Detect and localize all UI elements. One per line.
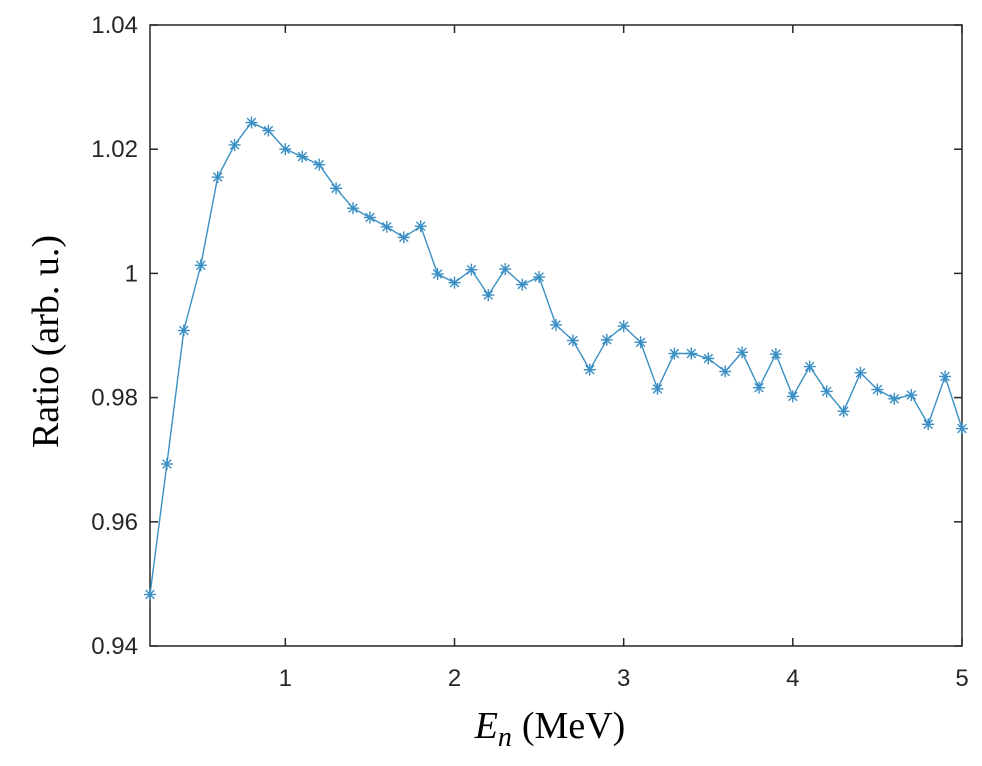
- y-tick-label: 0.94: [91, 633, 138, 660]
- data-point: [347, 202, 359, 215]
- x-axis-label-unit: (MeV): [522, 705, 625, 747]
- ticks-layer: 1 2 3 4 5 0.94 0.96 0.98 1 1.02 1.04: [91, 12, 968, 692]
- data-point: [533, 271, 546, 284]
- data-point: [397, 231, 410, 244]
- data-point: [262, 124, 275, 137]
- data-point: [245, 116, 258, 129]
- data-point: [363, 211, 376, 224]
- data-point: [482, 289, 495, 302]
- data-point: [296, 150, 309, 163]
- x-tick-label: 1: [279, 665, 292, 692]
- data-point: [854, 366, 867, 379]
- data-point: [465, 263, 478, 276]
- data-point: [939, 370, 952, 383]
- data-point: [499, 263, 512, 276]
- data-point: [837, 405, 850, 418]
- data-point: [194, 259, 207, 272]
- x-axis-label-subscript: n: [498, 722, 512, 753]
- y-tick-label: 1.02: [91, 136, 138, 163]
- data-point: [330, 182, 343, 195]
- data-point: [888, 392, 901, 405]
- data-point: [431, 268, 444, 280]
- data-point: [634, 336, 647, 349]
- y-tick-label: 0.96: [91, 509, 138, 536]
- data-point: [550, 318, 562, 331]
- data-point: [905, 389, 918, 402]
- data-point: [617, 320, 630, 333]
- x-axis-label: En (MeV): [474, 705, 626, 753]
- series-layer: [144, 116, 968, 601]
- data-point: [651, 382, 664, 395]
- data-point: [685, 347, 698, 360]
- plot-frame: [149, 24, 963, 647]
- data-point: [702, 352, 715, 365]
- data-point: [871, 383, 884, 396]
- data-point: [922, 418, 935, 431]
- x-tick-label: 5: [955, 665, 968, 692]
- data-point: [313, 158, 326, 171]
- y-tick-label: 0.98: [91, 385, 138, 412]
- x-tick-label: 4: [786, 665, 799, 692]
- data-point: [228, 138, 241, 151]
- data-point: [414, 220, 427, 233]
- x-tick-label: 2: [448, 665, 461, 692]
- data-point: [600, 333, 613, 346]
- data-point: [769, 348, 782, 361]
- data-point: [786, 390, 799, 403]
- data-point: [177, 324, 190, 337]
- data-point: [380, 220, 393, 233]
- data-point: [448, 276, 461, 289]
- y-tick-label: 1.04: [91, 12, 138, 39]
- data-point: [516, 278, 529, 291]
- plot-area: 1 2 3 4 5 0.94 0.96 0.98 1 1.02 1.04: [91, 12, 968, 692]
- series-line: [149, 121, 963, 595]
- x-tick-label: 3: [617, 665, 630, 692]
- data-point: [820, 385, 833, 398]
- y-axis-label: Ratio (arb. u.): [25, 235, 67, 448]
- x-axis-label-symbol: E: [474, 705, 498, 747]
- data-point: [160, 458, 173, 470]
- data-point: [736, 346, 749, 359]
- data-point: [583, 363, 596, 376]
- data-point: [566, 334, 579, 347]
- data-point: [279, 143, 292, 156]
- data-point: [144, 588, 156, 601]
- data-point: [668, 347, 681, 360]
- data-point: [803, 360, 816, 373]
- data-point: [719, 365, 732, 378]
- data-point: [211, 171, 224, 184]
- y-tick-label: 1: [125, 260, 138, 287]
- data-point: [956, 422, 968, 435]
- data-point: [753, 381, 765, 394]
